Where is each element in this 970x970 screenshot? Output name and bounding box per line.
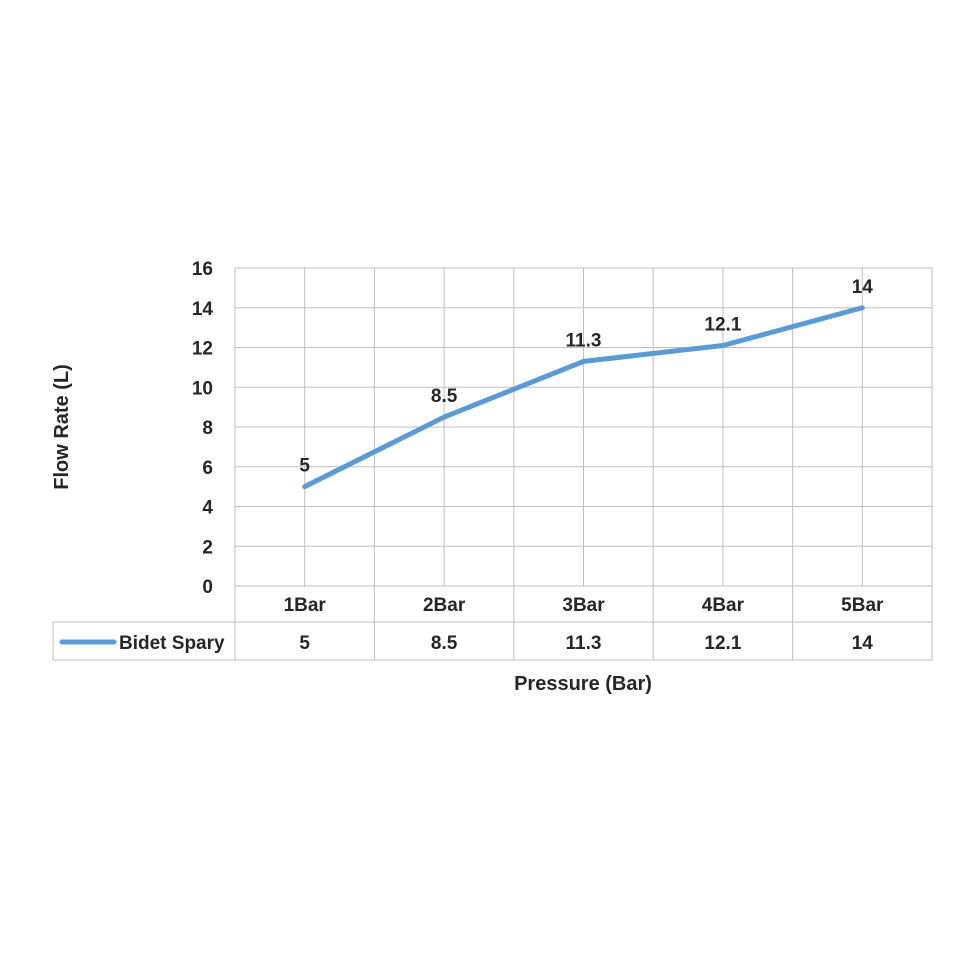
- x-tick-label: 1Bar: [284, 595, 327, 616]
- y-tick-label: 2: [202, 537, 213, 558]
- table-cell-value: 12.1: [704, 633, 741, 654]
- x-tick-label: 5Bar: [841, 595, 884, 616]
- legend-label: Bidet Spary: [119, 633, 225, 654]
- data-label: 11.3: [566, 330, 602, 351]
- data-label: 8.5: [431, 386, 458, 407]
- y-tick-label: 16: [192, 259, 213, 280]
- x-tick-label: 2Bar: [423, 595, 466, 616]
- table-cell-value: 5: [299, 633, 310, 654]
- x-axis-title: Pressure (Bar): [514, 673, 652, 695]
- table-cell-value: 11.3: [566, 633, 602, 654]
- data-label: 14: [852, 277, 874, 298]
- gridlines: [234, 267, 933, 587]
- data-label: 12.1: [704, 315, 741, 336]
- x-tick-label: 4Bar: [702, 595, 745, 616]
- y-tick-label: 6: [202, 458, 213, 479]
- series-line: [302, 305, 865, 490]
- y-tick-label: 8: [202, 418, 213, 439]
- y-axis-ticks: 0 2 4 6 8 10 12 14 16: [192, 259, 214, 598]
- series-layer: 5 8.5 11.3 12.1 14: [299, 277, 874, 490]
- data-label: 5: [299, 456, 310, 477]
- table-cell-value: 8.5: [431, 633, 458, 654]
- y-tick-label: 12: [192, 339, 213, 360]
- x-tick-label: 3Bar: [562, 595, 605, 616]
- y-axis-title: Flow Rate (L): [51, 364, 73, 490]
- data-table: 1Bar 2Bar 3Bar 4Bar 5Bar Bidet Spary 5 8.5 11.3 1…: [52, 586, 933, 661]
- y-tick-label: 10: [192, 378, 213, 399]
- y-tick-label: 14: [192, 299, 214, 320]
- y-tick-label: 4: [202, 498, 213, 519]
- y-tick-label: 0: [202, 577, 213, 598]
- table-cell-value: 14: [852, 633, 874, 654]
